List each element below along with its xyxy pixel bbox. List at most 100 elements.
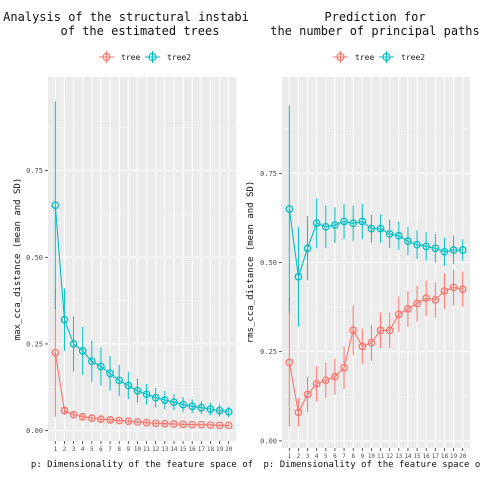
data-point [87, 357, 96, 366]
data-point [78, 412, 87, 421]
data-point [303, 390, 312, 399]
data-point [458, 285, 467, 294]
data-point [367, 224, 376, 233]
data-point [133, 418, 142, 426]
x-tick-label: 9 [126, 446, 130, 453]
data-point [422, 242, 431, 251]
data-point [358, 342, 367, 351]
data-point [151, 393, 160, 402]
series-line [54, 205, 229, 413]
data-point [394, 310, 403, 319]
x-tick-label: 6 [99, 446, 103, 453]
data-point [51, 201, 60, 210]
data-point [106, 416, 114, 424]
x-tick-label: 9 [360, 453, 364, 460]
x-tick-label: 13 [395, 453, 403, 460]
data-point [385, 230, 394, 238]
data-point [312, 379, 321, 388]
data-point [78, 347, 87, 355]
panel2-legend-label-tree: tree [355, 53, 374, 62]
panel2-title-line1: Prediction for [324, 10, 425, 24]
y-tick-label: 0.00 [260, 437, 277, 445]
data-point [404, 305, 412, 313]
x-tick-label: 2 [297, 453, 301, 460]
data-point [215, 406, 224, 415]
x-tick-label: 3 [72, 446, 76, 453]
panel2-x-axis: 1 2 3 4 5 6 7 8 9 10 11 12 13 14 15 16 17 18 19 20 [287, 448, 467, 460]
y-tick-label: 0.50 [26, 254, 43, 262]
data-point [449, 283, 458, 292]
x-tick-label: 15 [413, 453, 421, 460]
x-tick-label: 11 [377, 453, 385, 460]
x-tick-label: 17 [432, 453, 440, 460]
x-tick-label: 19 [450, 453, 458, 460]
series-line [288, 208, 463, 277]
panel2-series [285, 105, 467, 427]
data-point [385, 326, 394, 335]
data-point [312, 219, 321, 228]
x-tick-label: 12 [386, 453, 394, 460]
series-tree [285, 269, 467, 427]
x-tick-label: 7 [108, 446, 112, 453]
series-line [54, 352, 229, 426]
data-point [294, 408, 303, 417]
data-point [179, 420, 187, 429]
panel2-legend-label-tree2: tree2 [401, 53, 425, 62]
data-point [413, 240, 421, 249]
x-tick-label: 1 [53, 446, 57, 453]
panel1-series [51, 101, 233, 430]
data-point [321, 376, 330, 385]
y-tick-label: 0.25 [260, 348, 277, 356]
data-point [97, 415, 105, 424]
panel2-legend: tree tree2 [333, 51, 425, 63]
x-tick-label: 5 [90, 446, 94, 453]
data-point [124, 417, 133, 426]
data-point [170, 420, 178, 428]
data-point [179, 400, 187, 409]
data-point [97, 362, 105, 371]
data-point [124, 381, 133, 390]
panel2-legend-key-tree2 [379, 51, 394, 63]
x-tick-label: 10 [368, 453, 376, 460]
data-point [69, 410, 78, 419]
y-tick-label: 0.75 [26, 167, 43, 175]
panel-principal-paths: Prediction for the number of principal p… [246, 10, 480, 470]
x-tick-label: 20 [459, 453, 467, 460]
data-point [188, 402, 197, 411]
data-point [331, 221, 339, 229]
data-point [142, 418, 151, 427]
data-point [285, 205, 294, 213]
data-point [340, 363, 348, 372]
data-point [376, 224, 385, 233]
data-point [431, 296, 440, 304]
x-tick-label: 3 [306, 453, 310, 460]
data-point [69, 340, 78, 348]
data-point [394, 231, 403, 240]
data-point [422, 294, 431, 303]
y-tick-label: 0.00 [26, 427, 43, 435]
data-point [115, 416, 124, 425]
x-tick-label: 15 [179, 446, 187, 453]
panel2-x-axis-label: p: Dimensionality of the feature space o… [264, 460, 480, 470]
data-point [294, 272, 303, 281]
panel1-title-line1: Analysis of the structural instabi [3, 10, 249, 24]
data-point [60, 315, 69, 324]
panel1-plot-background [48, 77, 236, 441]
panel1-x-axis: 1 2 3 4 5 6 7 8 9 10 11 12 13 14 15 16 17 18 19 20 [53, 441, 233, 453]
data-point [133, 386, 142, 395]
panel1-legend-key-tree2 [145, 51, 160, 63]
data-point [170, 398, 178, 407]
panel1-legend-label-tree: tree [121, 53, 140, 62]
data-point [349, 219, 358, 228]
panel2-y-axis: 0.00 0.25 0.50 0.75 [260, 170, 282, 445]
data-point [188, 420, 197, 429]
x-tick-label: 16 [423, 453, 431, 460]
data-point [197, 403, 206, 412]
data-point [224, 408, 233, 416]
x-tick-label: 14 [170, 446, 178, 453]
series-line [288, 286, 463, 415]
x-tick-label: 16 [189, 446, 197, 453]
x-tick-label: 1 [287, 453, 291, 460]
x-tick-label: 7 [342, 453, 346, 460]
series-tree [51, 288, 233, 430]
